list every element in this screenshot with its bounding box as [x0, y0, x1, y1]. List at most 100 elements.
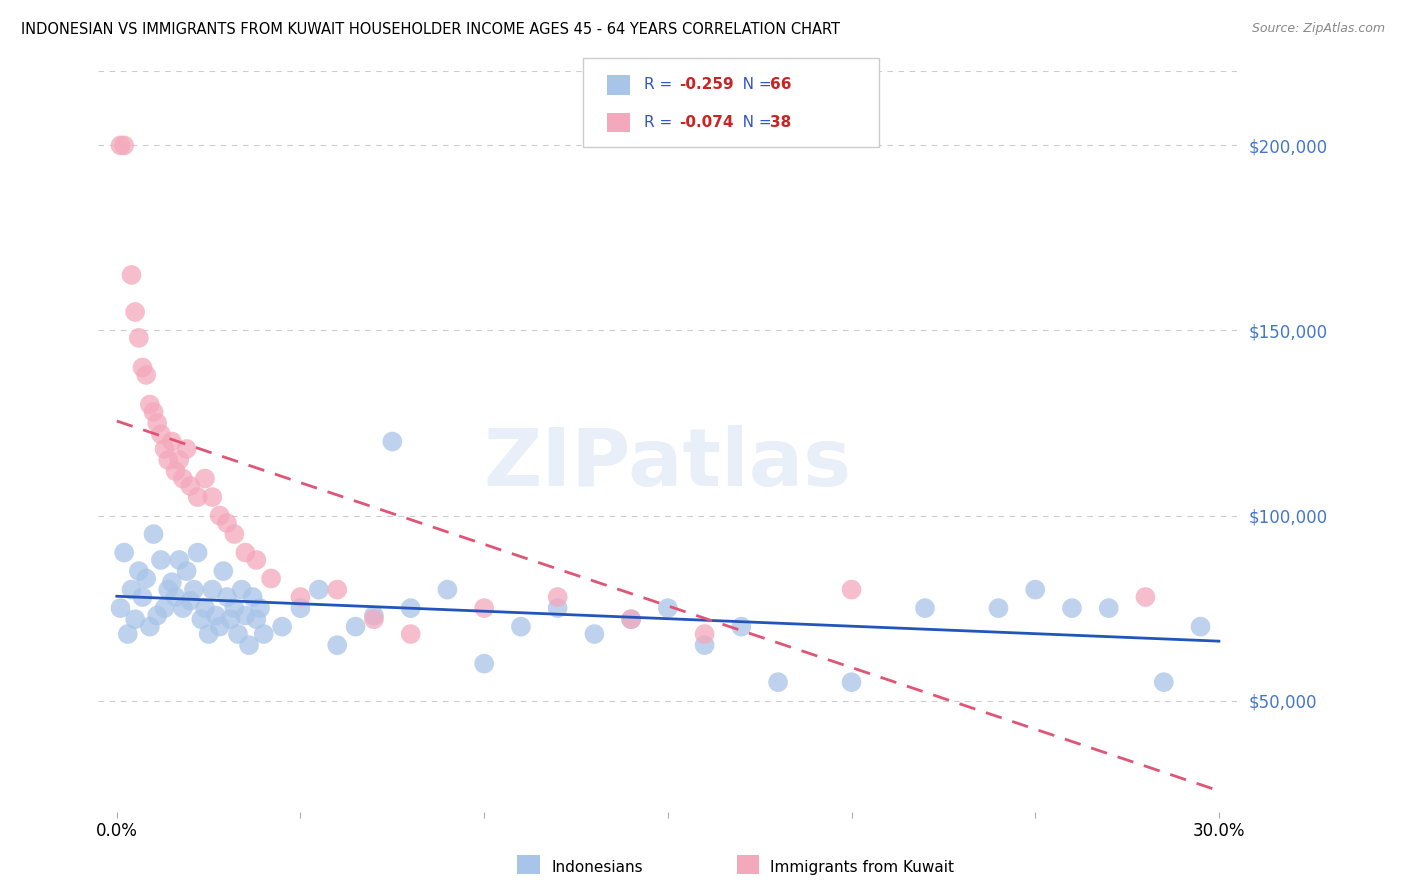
Point: [472, 601, 495, 615]
Point: [215, 590, 238, 604]
Point: [194, 601, 217, 615]
Point: [121, 268, 143, 282]
Point: [172, 471, 194, 485]
Point: [226, 627, 249, 641]
Point: [436, 582, 458, 597]
Point: [128, 564, 150, 578]
Point: [657, 601, 679, 615]
Point: [308, 582, 330, 597]
Point: [139, 619, 162, 633]
Point: [153, 442, 176, 456]
Point: [139, 398, 162, 412]
Text: ZIPatlas: ZIPatlas: [484, 425, 852, 503]
Point: [914, 601, 936, 615]
Point: [179, 479, 201, 493]
Point: [153, 601, 176, 615]
Point: [110, 138, 132, 153]
Point: [112, 545, 135, 560]
Point: [260, 572, 283, 586]
Point: [987, 601, 1010, 615]
Point: [131, 590, 153, 604]
Point: [547, 590, 569, 604]
Point: [176, 564, 198, 578]
Point: [135, 572, 157, 586]
Point: [176, 442, 198, 456]
Point: [620, 612, 643, 626]
Point: [381, 434, 404, 449]
Point: [290, 590, 312, 604]
Point: [841, 582, 863, 597]
Point: [146, 608, 169, 623]
Point: [190, 612, 212, 626]
Point: [1098, 601, 1121, 615]
Text: R =: R =: [644, 115, 678, 130]
Point: [231, 582, 253, 597]
Point: [215, 516, 238, 530]
Point: [208, 508, 231, 523]
Point: [142, 405, 165, 419]
Point: [245, 553, 267, 567]
Point: [212, 564, 235, 578]
Point: [693, 638, 716, 652]
Point: [620, 612, 643, 626]
Point: [124, 612, 146, 626]
Text: -0.074: -0.074: [679, 115, 734, 130]
Point: [165, 590, 187, 604]
Point: [472, 657, 495, 671]
Point: [547, 601, 569, 615]
Point: [146, 416, 169, 430]
Point: [238, 638, 260, 652]
Text: N =: N =: [728, 78, 776, 93]
Point: [509, 619, 531, 633]
Point: [201, 490, 224, 504]
Point: [245, 612, 267, 626]
Point: [187, 490, 209, 504]
Point: [167, 553, 190, 567]
Point: [165, 464, 187, 478]
Point: [157, 453, 180, 467]
Point: [249, 601, 271, 615]
Point: [112, 138, 135, 153]
Point: [399, 627, 422, 641]
Point: [135, 368, 157, 382]
Point: [224, 527, 246, 541]
Point: [235, 608, 257, 623]
Point: [208, 619, 231, 633]
Point: [160, 434, 183, 449]
Point: [157, 582, 180, 597]
Text: R =: R =: [644, 78, 678, 93]
Point: [841, 675, 863, 690]
Point: [1135, 590, 1157, 604]
Point: [693, 627, 716, 641]
Text: -0.259: -0.259: [679, 78, 734, 93]
Point: [187, 545, 209, 560]
Point: [131, 360, 153, 375]
Text: INDONESIAN VS IMMIGRANTS FROM KUWAIT HOUSEHOLDER INCOME AGES 45 - 64 YEARS CORRE: INDONESIAN VS IMMIGRANTS FROM KUWAIT HOU…: [21, 22, 841, 37]
Point: [197, 627, 219, 641]
Text: Immigrants from Kuwait: Immigrants from Kuwait: [770, 860, 955, 874]
Point: [142, 527, 165, 541]
Point: [730, 619, 752, 633]
Point: [399, 601, 422, 615]
Text: Source: ZipAtlas.com: Source: ZipAtlas.com: [1251, 22, 1385, 36]
Point: [766, 675, 789, 690]
Text: 38: 38: [770, 115, 792, 130]
Point: [172, 601, 194, 615]
Point: [128, 331, 150, 345]
Point: [1189, 619, 1212, 633]
Point: [201, 582, 224, 597]
Point: [1024, 582, 1046, 597]
Point: [160, 575, 183, 590]
Point: [363, 608, 385, 623]
Text: N =: N =: [728, 115, 776, 130]
Point: [242, 590, 264, 604]
Point: [1153, 675, 1175, 690]
Point: [1060, 601, 1083, 615]
Point: [344, 619, 367, 633]
Point: [583, 627, 606, 641]
Point: [205, 608, 228, 623]
Point: [253, 627, 276, 641]
Text: Indonesians: Indonesians: [551, 860, 643, 874]
Point: [235, 545, 257, 560]
Point: [194, 471, 217, 485]
